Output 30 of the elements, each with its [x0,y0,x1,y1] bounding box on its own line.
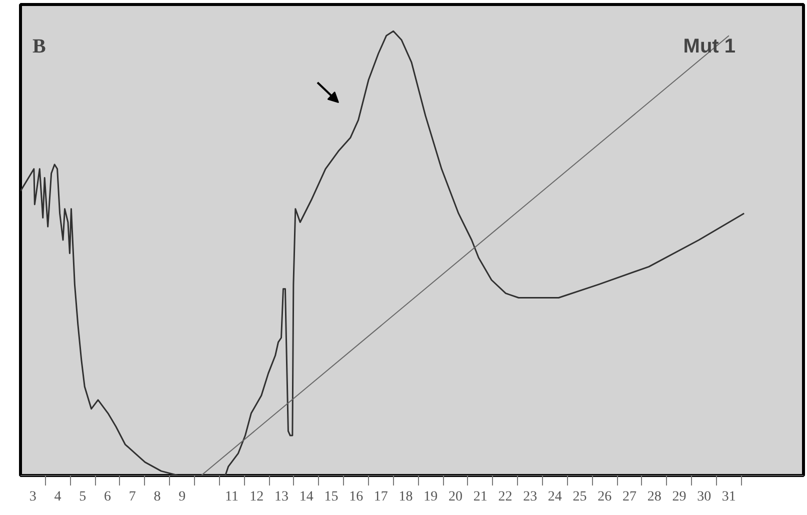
x-tick-label: 16 [349,490,364,504]
x-tick-label: 11 [225,490,239,504]
x-tick-label: 9 [178,490,186,504]
x-tick-label: 13 [274,490,288,504]
annotation: B [32,36,46,58]
x-tick-label: 15 [324,490,338,504]
x-tick-label: 23 [523,490,538,504]
x-tick-label: 19 [424,490,438,504]
x-tick-label: 26 [598,490,612,504]
x-tick-label: 30 [697,490,712,504]
annotation: Mut 1 [683,36,736,58]
x-tick-label: 3 [29,490,36,504]
x-tick-label: 31 [722,490,736,504]
x-tick-label: 27 [622,490,636,504]
x-tick-label: 4 [54,490,62,504]
x-tick-label: 20 [448,490,462,504]
x-tick-label: 5 [79,490,86,504]
x-tick-label: 24 [548,490,562,504]
x-tick-label: 18 [398,490,413,504]
x-tick-label: 8 [154,490,161,504]
x-tick-label: 6 [104,490,111,504]
x-tick-label: 25 [572,490,587,504]
x-tick-label: 29 [672,490,686,504]
x-tick-label: 28 [647,490,662,504]
x-tick-label: 17 [374,490,388,504]
x-tick-label: 7 [128,490,136,504]
x-tick-label: 14 [299,490,314,504]
x-tick-label: 22 [498,490,512,504]
x-tick-label: 12 [250,490,264,504]
x-tick-label: 21 [473,490,488,504]
